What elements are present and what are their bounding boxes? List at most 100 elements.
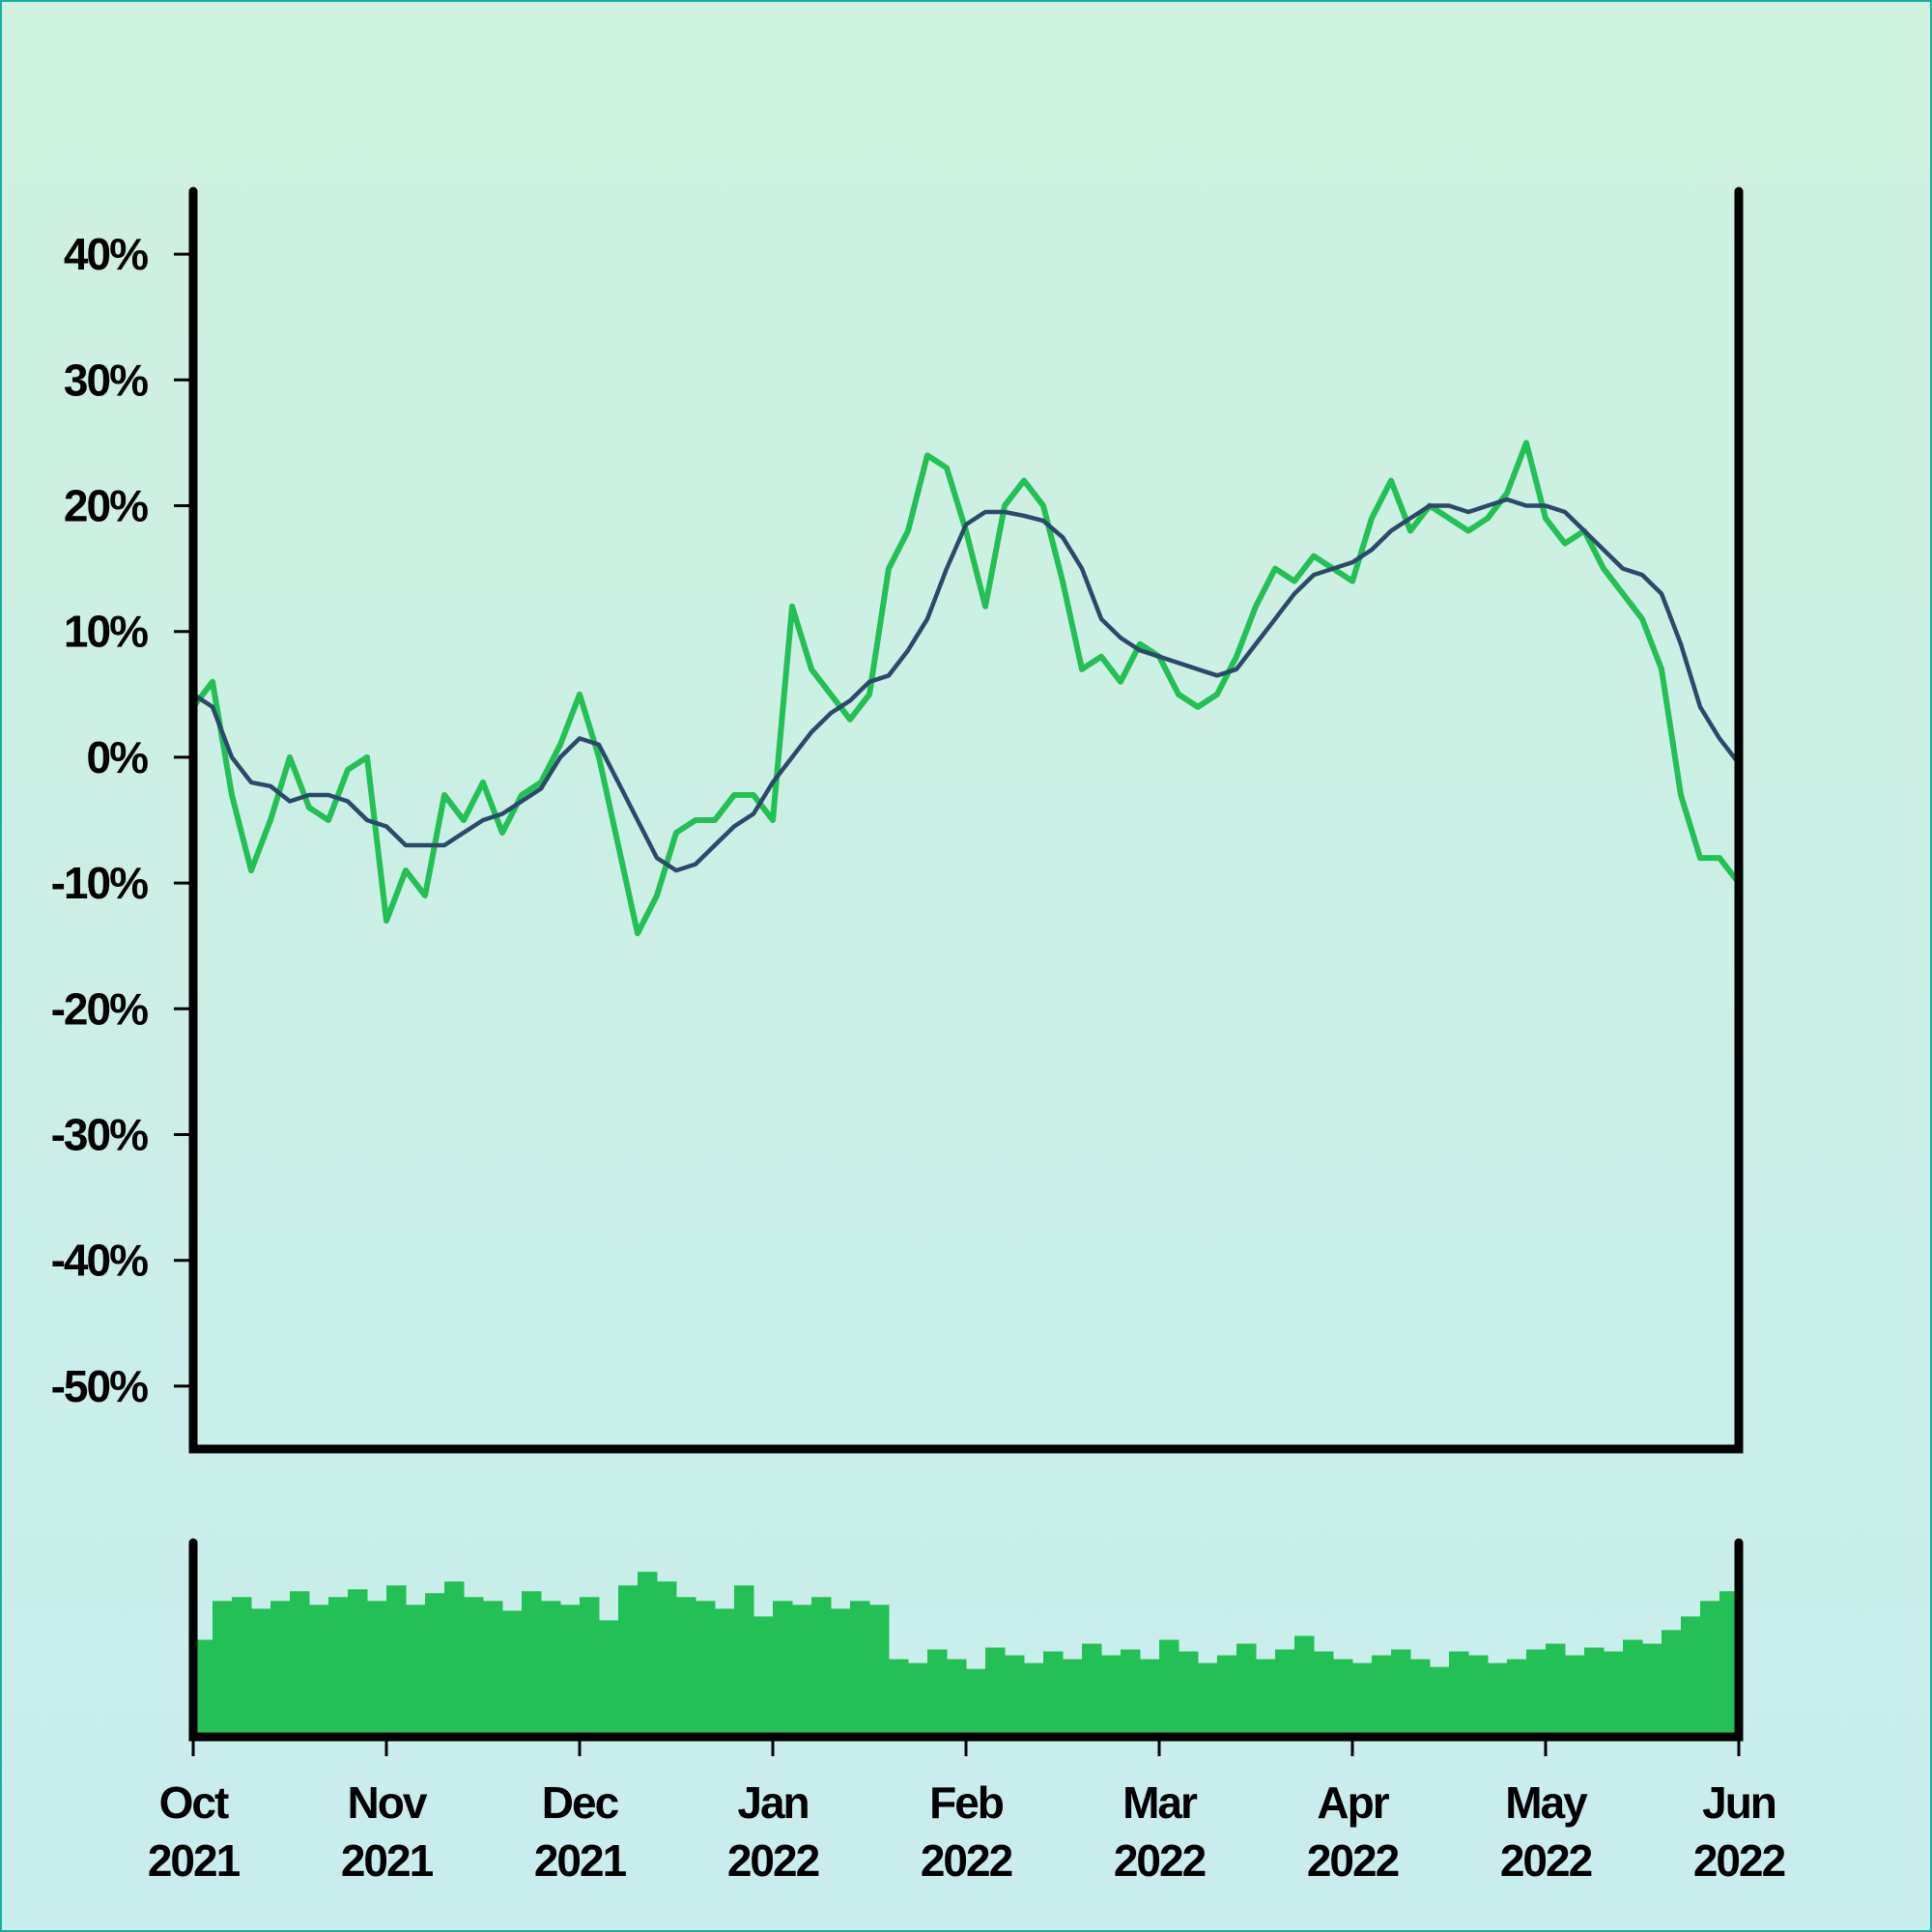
volume-bar [270, 1601, 291, 1737]
volume-bar [464, 1597, 484, 1737]
volume-bar [1507, 1659, 1527, 1737]
volume-bar [1526, 1649, 1547, 1737]
volume-bar [831, 1608, 851, 1737]
volume-bar [908, 1662, 928, 1737]
volume-bar [1662, 1630, 1682, 1737]
x-tick-label: May 2022 [1500, 1777, 1592, 1886]
volume-bar [348, 1589, 368, 1737]
volume-bar [676, 1597, 696, 1737]
volume-bar [1391, 1649, 1411, 1737]
volume-bar [811, 1597, 832, 1737]
volume-bar [1584, 1647, 1605, 1737]
volume-bar [328, 1597, 349, 1737]
y-tick-label: 0% [87, 732, 149, 782]
volume-bar [696, 1601, 716, 1737]
volume-bar [232, 1597, 252, 1737]
volume-bar [1352, 1662, 1373, 1737]
volume-bar [869, 1605, 890, 1737]
y-tick-label: -10% [51, 858, 148, 908]
volume-bar [927, 1649, 948, 1737]
volume-bar [1700, 1601, 1720, 1737]
volume-bar [1159, 1639, 1179, 1737]
volume-bar [1565, 1655, 1585, 1737]
volume-bar [290, 1591, 310, 1737]
volume-bar [483, 1601, 503, 1737]
volume-bar [1121, 1649, 1141, 1737]
volume-bar [1275, 1649, 1295, 1737]
volume-bar [1140, 1659, 1160, 1737]
volume-bar [502, 1610, 523, 1737]
volume-bar [734, 1585, 754, 1737]
volume-bar [1681, 1616, 1701, 1737]
volume-bar [213, 1601, 233, 1737]
volume-bar [715, 1608, 735, 1737]
volume-bar [773, 1601, 793, 1737]
volume-bar [580, 1597, 600, 1737]
volume-bar [193, 1639, 213, 1737]
volume-bar [753, 1616, 774, 1737]
volume-bar [985, 1647, 1006, 1737]
volume-bar [889, 1659, 909, 1737]
volume-bar [1372, 1655, 1392, 1737]
y-tick-label: -40% [51, 1236, 148, 1286]
axis-frame [188, 186, 1744, 1454]
y-tick-label: -30% [51, 1110, 148, 1160]
x-tick-label: Jan 2022 [727, 1777, 819, 1886]
volume-bar [1217, 1655, 1237, 1737]
volume-bar [1005, 1655, 1025, 1737]
volume-bar [1410, 1659, 1431, 1737]
volume-bar [1468, 1655, 1489, 1737]
line-series [190, 440, 1742, 937]
volume-bar [850, 1601, 870, 1737]
volume-bar [618, 1585, 639, 1737]
y-tick-label: 40% [64, 229, 148, 279]
volume-bar [1449, 1651, 1469, 1737]
x-tick-label: Dec 2021 [534, 1777, 627, 1886]
volume-bar [1294, 1635, 1315, 1737]
y-tick-label: 20% [64, 481, 148, 531]
volume-bar [1063, 1659, 1083, 1737]
volume-bar [966, 1668, 986, 1737]
volume-bar [1101, 1655, 1122, 1737]
volume-bar [1236, 1643, 1257, 1737]
volume-bar [1642, 1643, 1662, 1737]
volume-bar [947, 1659, 967, 1737]
volume-bar [1430, 1666, 1450, 1737]
x-tick-label: Mar 2022 [1114, 1777, 1206, 1886]
volume-bar [367, 1601, 387, 1737]
volume-bar [1256, 1659, 1276, 1737]
volume-bar [522, 1591, 542, 1737]
volume-bar [251, 1608, 271, 1737]
volume-bar [1024, 1662, 1044, 1737]
volume-bar [1179, 1651, 1199, 1737]
volume-bar [444, 1581, 465, 1737]
volume-bar [1604, 1651, 1624, 1737]
volume-bar [1623, 1639, 1643, 1737]
y-tick-label: 10% [64, 607, 148, 657]
x-tick-label: Nov 2021 [341, 1777, 434, 1886]
x-tick-label: Apr 2022 [1307, 1777, 1399, 1886]
y-tick-label: 30% [64, 355, 148, 405]
volume-bar [386, 1585, 407, 1737]
volume-bar [792, 1605, 812, 1737]
x-tick-label: Feb 2022 [921, 1777, 1012, 1886]
volume-bar [1333, 1659, 1353, 1737]
volume-bar [1198, 1662, 1218, 1737]
volume-bar [560, 1605, 581, 1737]
volume-bar [1314, 1651, 1334, 1737]
volume-bar [425, 1593, 445, 1737]
volume-bar [309, 1605, 329, 1737]
volume-bar [1546, 1643, 1566, 1737]
volume-bar [599, 1620, 619, 1737]
volume-bar [406, 1605, 426, 1737]
line-series [191, 497, 1741, 873]
volume-bar [1082, 1643, 1102, 1737]
volume-bar [638, 1572, 658, 1737]
x-tick-label: Oct 2021 [148, 1777, 241, 1886]
volume-bar [1719, 1591, 1740, 1737]
volume-bar [1043, 1651, 1064, 1737]
volume-bar [657, 1581, 677, 1737]
